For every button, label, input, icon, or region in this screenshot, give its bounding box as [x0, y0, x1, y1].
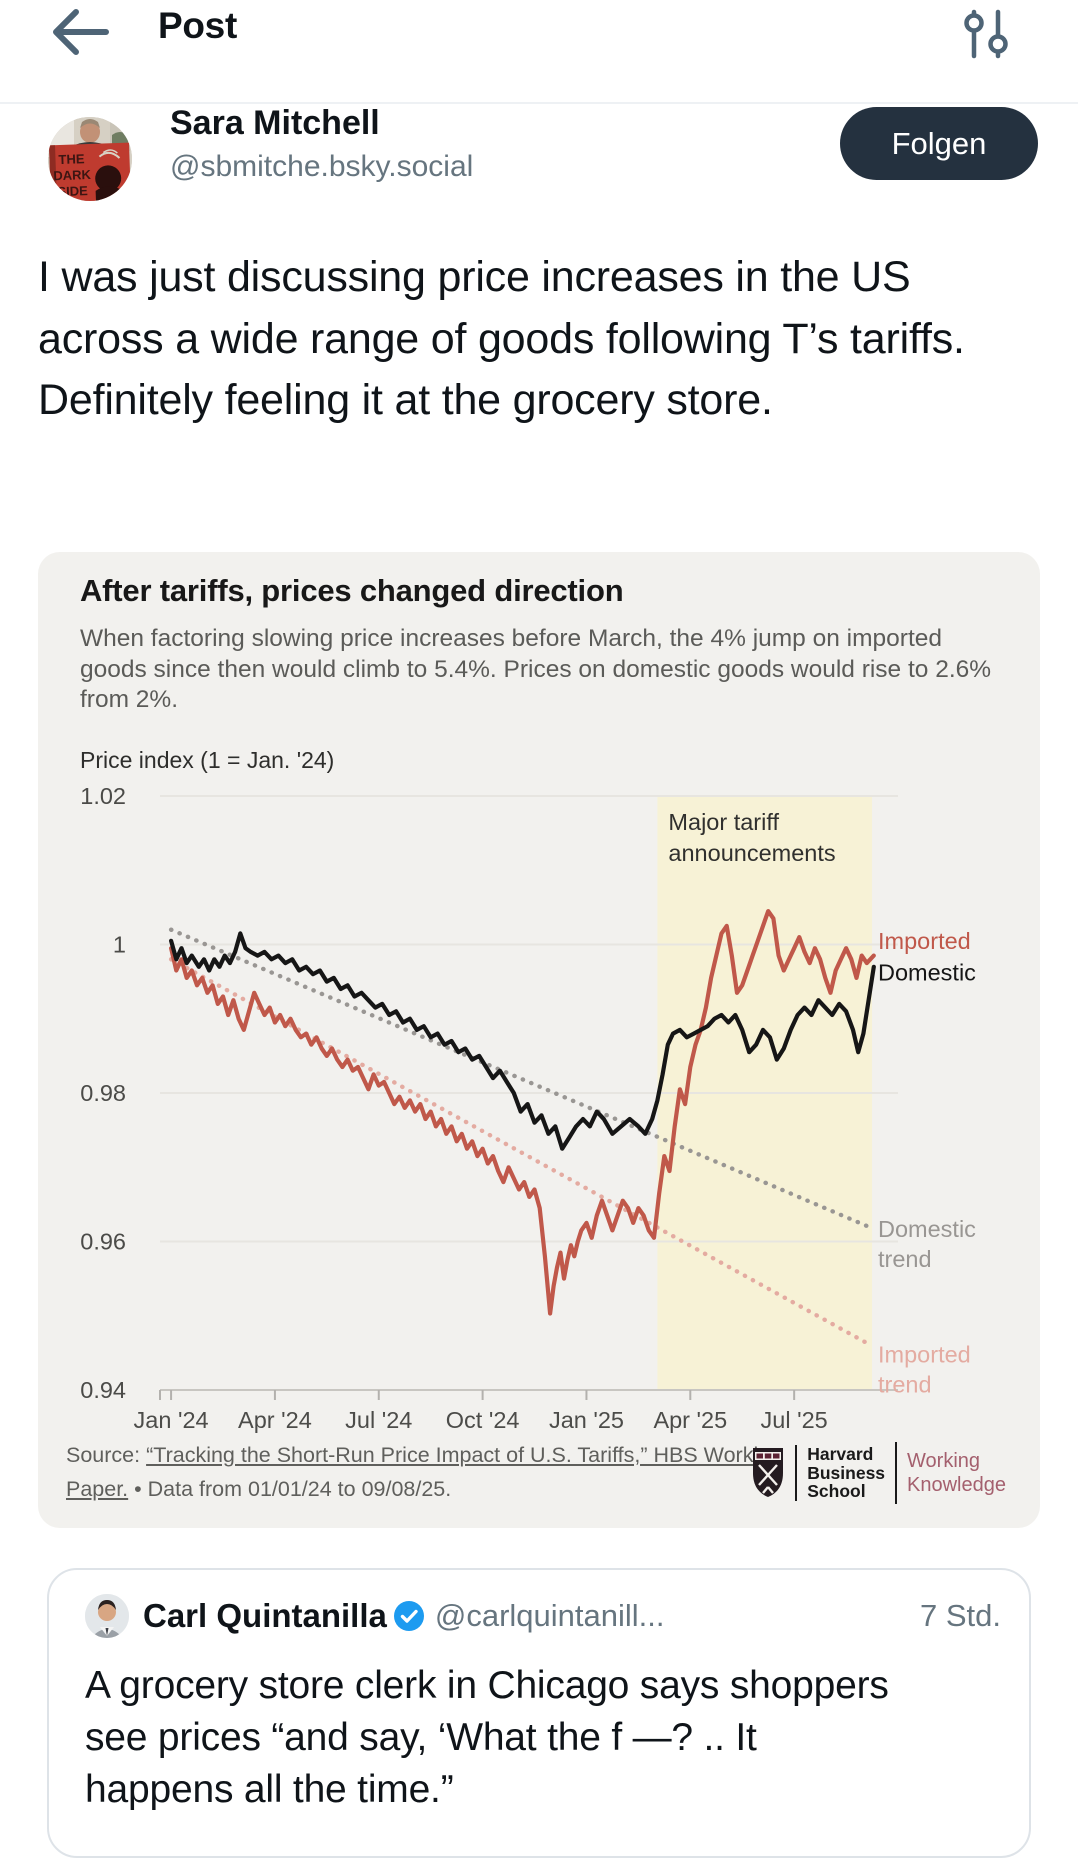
svg-text:1.02: 1.02	[80, 783, 126, 809]
source-link: “Tracking the Short-Run Price Impact of …	[66, 1442, 783, 1501]
follow-button[interactable]: Folgen	[840, 107, 1038, 180]
svg-text:Jan '24: Jan '24	[134, 1407, 209, 1433]
svg-text:Major tariff: Major tariff	[668, 809, 779, 835]
svg-text:Imported: Imported	[878, 1341, 971, 1367]
quoted-avatar-art	[85, 1594, 129, 1638]
quoted-author-name[interactable]: Carl Quintanilla	[143, 1597, 387, 1634]
svg-text:trend: trend	[878, 1245, 932, 1271]
chart-source: Source: “Tracking the Short-Run Price Im…	[66, 1438, 806, 1506]
svg-text:DARK: DARK	[53, 167, 92, 183]
quoted-post-time: 7 Std.	[920, 1598, 1001, 1633]
avatar[interactable]: THE DARK SIDE	[48, 117, 132, 201]
sliders-icon	[964, 9, 1008, 59]
svg-text:THE: THE	[58, 151, 85, 167]
svg-text:trend: trend	[878, 1371, 932, 1397]
chart-subtitle: When factoring slowing price increases b…	[80, 625, 992, 713]
page-title: Post	[158, 5, 237, 46]
header-bar: Post	[0, 0, 1078, 104]
source-prefix: Source:	[66, 1442, 147, 1467]
svg-text:announcements: announcements	[668, 840, 835, 866]
filter-sliders-button[interactable]	[960, 8, 1012, 60]
quoted-avatar[interactable]	[85, 1594, 129, 1638]
hbs-logo-block: Harvard Business School Working Knowledg…	[751, 1442, 1006, 1504]
chart-title: After tariffs, prices changed direction	[80, 573, 624, 608]
back-button[interactable]	[46, 6, 114, 58]
svg-text:1: 1	[113, 931, 126, 957]
chart-axis-title: Price index (1 = Jan. '24)	[80, 746, 335, 773]
quoted-post-header: Carl Quintanilla @carlquintanill... 7 St…	[85, 1592, 1001, 1640]
source-suffix: • Data from 01/01/24 to 09/08/25.	[128, 1476, 452, 1501]
svg-text:Oct '24: Oct '24	[446, 1407, 520, 1433]
svg-text:0.98: 0.98	[80, 1080, 126, 1106]
svg-text:Apr '25: Apr '25	[653, 1407, 727, 1433]
quoted-post-card[interactable]: Carl Quintanilla @carlquintanill... 7 St…	[47, 1568, 1031, 1858]
author-name[interactable]: Sara Mitchell	[170, 104, 380, 142]
hbs-school-name: Harvard Business School	[795, 1445, 885, 1501]
hbs-shield-icon	[753, 1448, 784, 1497]
svg-text:0.94: 0.94	[80, 1377, 126, 1403]
quoted-post-text: A grocery store clerk in Chicago says sh…	[85, 1664, 889, 1811]
author-handle[interactable]: @sbmitche.bsky.social	[170, 150, 474, 183]
svg-text:Jul '25: Jul '25	[761, 1407, 828, 1433]
svg-text:Jul '24: Jul '24	[345, 1407, 412, 1433]
svg-text:Domestic: Domestic	[878, 1215, 976, 1241]
arrow-left-icon	[53, 9, 109, 55]
avatar-art-dark-side-banner: THE DARK SIDE	[48, 117, 132, 201]
svg-text:Domestic: Domestic	[878, 959, 976, 985]
post-body-text: I was just discussing price increases in…	[38, 253, 965, 424]
verified-badge-icon	[393, 1601, 424, 1631]
svg-text:Imported: Imported	[878, 927, 971, 953]
svg-text:0.96: 0.96	[80, 1228, 126, 1254]
price-index-chart: Major tariff announcements 1.02 1 0.98 0.96 0.…	[80, 783, 976, 1433]
embedded-chart-card[interactable]: After tariffs, prices changed direction …	[38, 552, 1040, 1528]
svg-text:SIDE: SIDE	[57, 183, 88, 199]
svg-text:Jan '25: Jan '25	[549, 1407, 624, 1433]
svg-text:Apr '24: Apr '24	[238, 1407, 312, 1433]
quoted-author-handle[interactable]: @carlquintanill...	[434, 1598, 665, 1633]
working-knowledge-brand: Working Knowledge	[895, 1442, 1006, 1504]
